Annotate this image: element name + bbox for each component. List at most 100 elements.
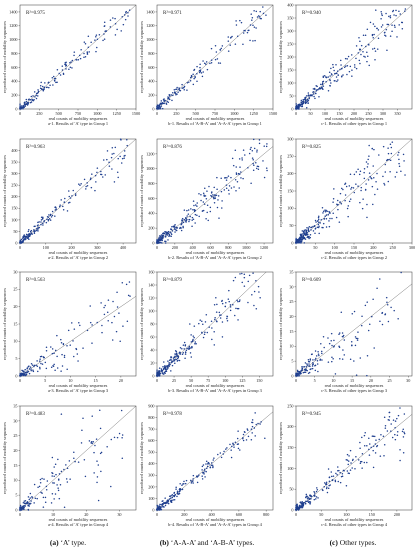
scatter-point [259, 297, 261, 299]
scatter-point [303, 365, 306, 368]
scatter-point [372, 449, 374, 452]
scatter-point [225, 184, 228, 186]
scatter-point [63, 354, 66, 357]
scatter-point [403, 431, 405, 434]
scatter-point [252, 24, 254, 26]
scatter-point [33, 232, 36, 235]
scatter-point [192, 218, 195, 220]
scatter-point [364, 304, 367, 307]
scatter-point [213, 457, 215, 459]
scatter-point [24, 505, 27, 507]
scatter-point [376, 287, 378, 289]
scatter-point [384, 425, 387, 427]
plot-frame [156, 138, 274, 244]
scatter-point [196, 202, 198, 204]
scatter-point [329, 217, 331, 220]
scatter-point [194, 76, 196, 79]
scatter-point [85, 185, 87, 188]
scatter-point [230, 36, 232, 39]
scatter-point [398, 162, 400, 165]
scatter-point [178, 351, 181, 353]
x-axis-label: real counts of mobility sequences [186, 383, 245, 388]
y-tick-label: 800 [11, 51, 17, 56]
scatter-point [300, 101, 303, 103]
scatter-point [51, 492, 54, 495]
scatter-point [220, 177, 222, 180]
x-tick-label: 1000 [242, 245, 250, 250]
scatter-point [33, 229, 35, 231]
scatter-point [167, 230, 170, 233]
scatter-point [111, 168, 113, 170]
y-tick-label: 30 [13, 418, 17, 423]
reference-line [296, 5, 412, 109]
scatter-point [399, 449, 401, 451]
scatter-point [26, 370, 28, 372]
y-tick-label: 5 [15, 493, 17, 498]
scatter-point [302, 371, 305, 374]
x-tick-label: 50 [313, 245, 317, 250]
scatter-point [304, 371, 307, 374]
scatter-point [175, 358, 178, 361]
scatter-point [389, 35, 392, 37]
scatter-point [356, 339, 359, 341]
scatter-point [401, 28, 404, 30]
x-tick-label: 75 [206, 378, 210, 383]
scatter-point [236, 437, 239, 440]
scatter-point [389, 15, 392, 17]
scatter-point [194, 204, 197, 206]
scatter-point [34, 96, 36, 98]
scatter-point [357, 331, 359, 333]
x-tick-label: 10 [51, 512, 55, 517]
y-tick-label: 800 [148, 51, 154, 56]
scatter-point [328, 480, 331, 482]
scatter-point [35, 364, 37, 366]
scatter-point [233, 446, 235, 448]
x-tick-label: 0 [156, 512, 158, 517]
scatter-point [389, 16, 392, 19]
scatter-point [402, 153, 405, 156]
scatter-point [200, 194, 202, 196]
scatter-point [52, 84, 54, 86]
scatter-point [363, 55, 365, 58]
scatter-point [232, 304, 234, 306]
scatter-point [184, 482, 187, 485]
scatter-point [205, 63, 207, 65]
scatter-point [321, 83, 324, 86]
scatter-point [54, 209, 57, 211]
scatter-point [209, 466, 212, 468]
scatter-point [322, 75, 325, 77]
y-tick-label: 0 [291, 106, 293, 111]
scatter-point [340, 64, 342, 66]
scatter-point [28, 368, 31, 370]
scatter-point [111, 339, 114, 341]
scatter-point [369, 21, 372, 24]
x-tick-label: 0 [295, 245, 297, 250]
scatter-point [306, 226, 308, 229]
scatter-point [202, 60, 204, 62]
x-axis-label: real counts of mobility sequences [49, 383, 108, 388]
scatter-point [311, 367, 314, 370]
scatter-point [26, 101, 29, 104]
scatter-point [162, 500, 164, 502]
scatter-point [156, 371, 158, 374]
y-tick-label: 150 [11, 206, 17, 211]
scatter-point [307, 372, 310, 375]
scatter-point [121, 434, 124, 436]
scatter-point [201, 331, 203, 334]
scatter-point [203, 195, 206, 197]
scatter-point [54, 493, 57, 495]
scatter-point [366, 374, 368, 377]
scatter-point [156, 505, 159, 507]
scatter-point [306, 98, 309, 101]
scatter-point [255, 307, 258, 310]
scatter-point [74, 460, 76, 463]
scatter-point [119, 138, 122, 140]
scatter-point [297, 241, 300, 244]
scatter-point [46, 218, 48, 221]
scatter-point [221, 336, 224, 338]
scatter-point [156, 241, 158, 244]
scatter-point [54, 77, 57, 80]
x-tick-label: 300 [380, 111, 386, 116]
scatter-points [295, 8, 407, 110]
